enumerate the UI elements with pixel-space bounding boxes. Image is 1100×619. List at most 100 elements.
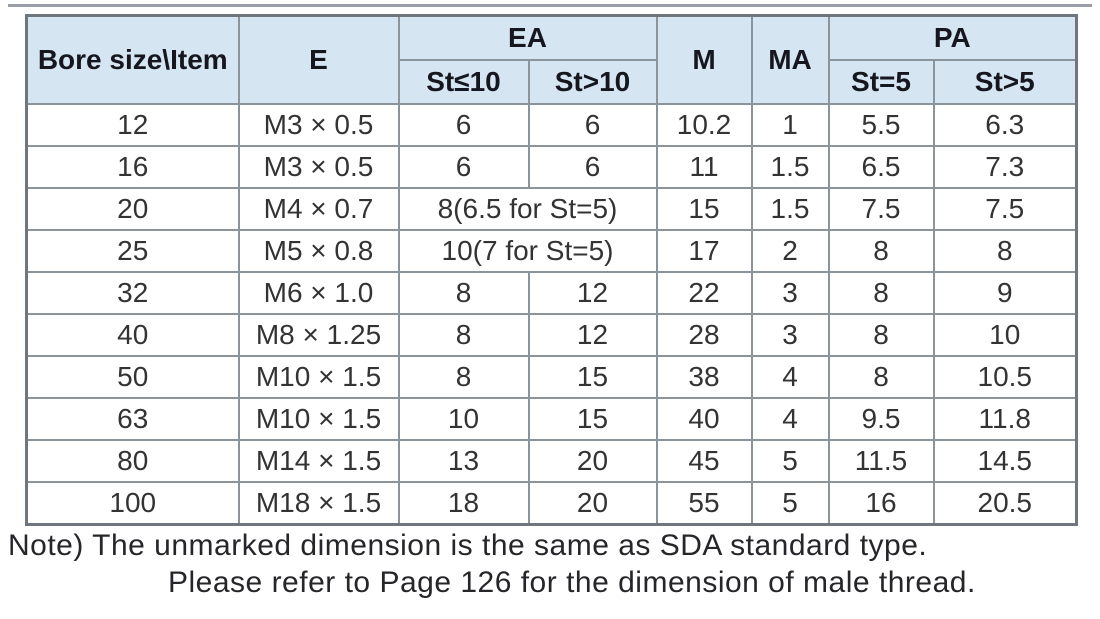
cell-pa-st-gt5: 20.5 — [932, 481, 1078, 526]
cell-ma: 1 — [750, 103, 830, 147]
cell-bore-size: 16 — [25, 145, 240, 189]
cell-ea-st-le10: 8 — [397, 313, 530, 357]
col-header-ma: MA — [750, 14, 830, 105]
cell-ma: 4 — [750, 355, 830, 399]
cell-m: 40 — [655, 397, 753, 441]
cell-pa-st-gt5: 9 — [932, 271, 1078, 315]
cell-ma: 1.5 — [750, 145, 830, 189]
cell-ea-st-le10: 8 — [397, 271, 530, 315]
cell-pa-st-eq5: 11.5 — [827, 439, 935, 483]
cell-ea-st-le10: 6 — [397, 103, 530, 147]
cell-m: 22 — [655, 271, 753, 315]
cell-bore-size: 25 — [25, 229, 240, 273]
cell-ea-st-gt10: 12 — [527, 313, 658, 357]
table-row: 80 M14 × 1.5 13 20 45 5 11.5 14.5 — [25, 439, 1078, 483]
table-row: 50 M10 × 1.5 8 15 38 4 8 10.5 — [25, 355, 1078, 399]
cell-bore-size: 32 — [25, 271, 240, 315]
cell-pa-st-eq5: 6.5 — [827, 145, 935, 189]
cell-pa-st-eq5: 7.5 — [827, 187, 935, 231]
cell-ea-st-le10: 10 — [397, 397, 530, 441]
cell-bore-size: 63 — [25, 397, 240, 441]
cell-e: M5 × 0.8 — [237, 229, 400, 273]
col-header-pa: PA — [827, 14, 1078, 61]
cell-pa-st-eq5: 8 — [827, 355, 935, 399]
top-divider — [8, 4, 1092, 7]
cell-e: M6 × 1.0 — [237, 271, 400, 315]
cell-bore-size: 12 — [25, 103, 240, 147]
cell-ea-st-le10: 13 — [397, 439, 530, 483]
cell-ea-st-gt10: 6 — [527, 145, 658, 189]
cell-e: M14 × 1.5 — [237, 439, 400, 483]
cell-pa-st-eq5: 9.5 — [827, 397, 935, 441]
table-header: Bore size\Item E EA M MA PA St≤10 St>10 … — [25, 14, 1078, 105]
cell-ea-st-gt10: 20 — [527, 439, 658, 483]
cell-bore-size: 80 — [25, 439, 240, 483]
table-row: 100 M18 × 1.5 18 20 55 5 16 20.5 — [25, 481, 1078, 526]
col-header-pa-st-eq5: St=5 — [827, 59, 935, 105]
cell-e: M10 × 1.5 — [237, 355, 400, 399]
cell-ea-merged: 10(7 for St=5) — [397, 229, 658, 273]
header-row-1: Bore size\Item E EA M MA PA — [25, 14, 1078, 105]
col-header-ea: EA — [397, 14, 658, 61]
cell-ea-st-gt10: 15 — [527, 397, 658, 441]
cell-ma: 1.5 — [750, 187, 830, 231]
cell-e: M8 × 1.25 — [237, 313, 400, 357]
col-header-pa-st-gt5: St>5 — [932, 59, 1078, 105]
table-row: 63 M10 × 1.5 10 15 40 4 9.5 11.8 — [25, 397, 1078, 441]
cell-m: 38 — [655, 355, 753, 399]
footnote-line-2: Please refer to Page 126 for the dimensi… — [168, 566, 976, 599]
cell-e: M10 × 1.5 — [237, 397, 400, 441]
table-row: 40 M8 × 1.25 8 12 28 3 8 10 — [25, 313, 1078, 357]
footnote-line-1: Note) The unmarked dimension is the same… — [8, 529, 928, 562]
cell-ea-st-gt10: 15 — [527, 355, 658, 399]
cell-ma: 3 — [750, 313, 830, 357]
cell-pa-st-eq5: 8 — [827, 313, 935, 357]
cell-e: M3 × 0.5 — [237, 145, 400, 189]
col-header-ea-st-le10: St≤10 — [397, 59, 530, 105]
cell-ma: 3 — [750, 271, 830, 315]
cell-pa-st-gt5: 7.5 — [932, 187, 1078, 231]
cell-m: 15 — [655, 187, 753, 231]
cell-bore-size: 20 — [25, 187, 240, 231]
cell-m: 28 — [655, 313, 753, 357]
cell-ea-st-gt10: 12 — [527, 271, 658, 315]
cell-pa-st-gt5: 14.5 — [932, 439, 1078, 483]
cell-m: 11 — [655, 145, 753, 189]
cell-ma: 2 — [750, 229, 830, 273]
cell-e: M3 × 0.5 — [237, 103, 400, 147]
cell-bore-size: 100 — [25, 481, 240, 526]
cell-ea-st-gt10: 20 — [527, 481, 658, 526]
cell-m: 45 — [655, 439, 753, 483]
table-row: 32 M6 × 1.0 8 12 22 3 8 9 — [25, 271, 1078, 315]
cell-ea-st-le10: 18 — [397, 481, 530, 526]
col-header-ea-st-gt10: St>10 — [527, 59, 658, 105]
cell-pa-st-eq5: 8 — [827, 271, 935, 315]
table-row: 20 M4 × 0.7 8(6.5 for St=5) 15 1.5 7.5 7.5 — [25, 187, 1078, 231]
footnote: Note) The unmarked dimension is the same… — [0, 527, 1100, 601]
col-header-bore-size-item: Bore size\Item — [25, 14, 240, 105]
cell-ma: 5 — [750, 481, 830, 526]
cell-ma: 5 — [750, 439, 830, 483]
cell-ea-merged: 8(6.5 for St=5) — [397, 187, 658, 231]
cell-pa-st-gt5: 11.8 — [932, 397, 1078, 441]
cell-m: 10.2 — [655, 103, 753, 147]
cell-pa-st-gt5: 7.3 — [932, 145, 1078, 189]
header-row-2: St≤10 St>10 St=5 St>5 — [27, 59, 1078, 105]
cell-bore-size: 50 — [25, 355, 240, 399]
cell-pa-st-eq5: 16 — [827, 481, 935, 526]
cell-pa-st-gt5: 10 — [932, 313, 1078, 357]
cell-ea-st-gt10: 6 — [527, 103, 658, 147]
table-row: 25 M5 × 0.8 10(7 for St=5) 17 2 8 8 — [25, 229, 1078, 273]
cell-m: 55 — [655, 481, 753, 526]
cell-ea-st-le10: 8 — [397, 355, 530, 399]
cell-ea-st-le10: 6 — [397, 145, 530, 189]
cell-e: M18 × 1.5 — [237, 481, 400, 526]
cell-m: 17 — [655, 229, 753, 273]
cell-pa-st-gt5: 6.3 — [932, 103, 1078, 147]
cell-pa-st-eq5: 8 — [827, 229, 935, 273]
dimension-table: Bore size\Item E EA M MA PA St≤10 St>10 … — [25, 14, 1079, 526]
cell-pa-st-gt5: 8 — [932, 229, 1078, 273]
cell-ma: 4 — [750, 397, 830, 441]
cell-pa-st-eq5: 5.5 — [827, 103, 935, 147]
